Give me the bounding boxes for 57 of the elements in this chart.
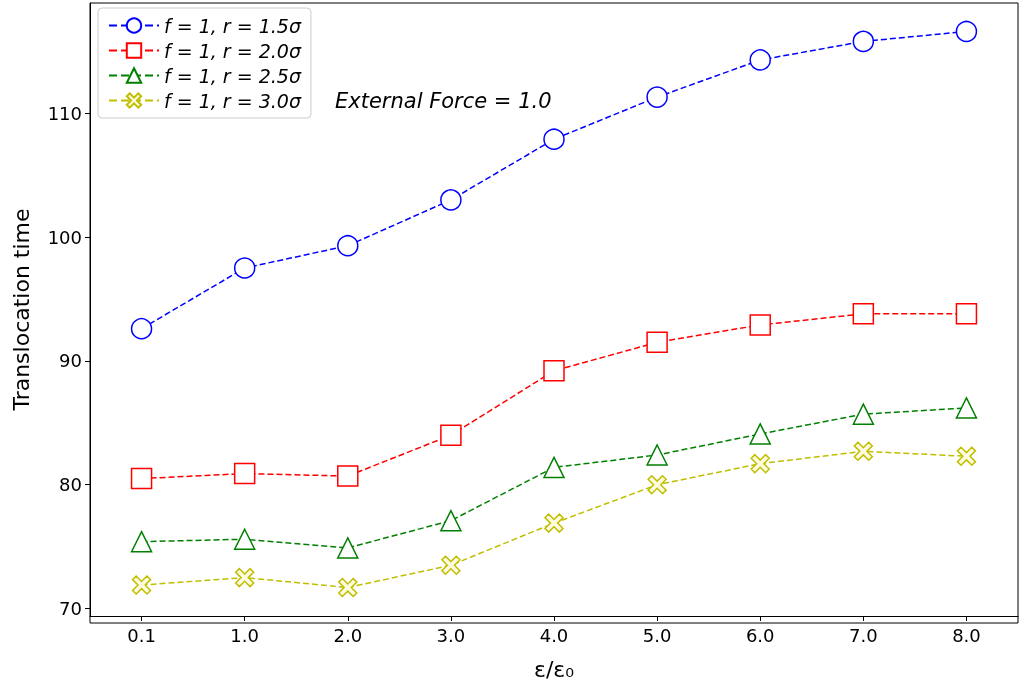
point [233,257,256,279]
point [750,453,770,474]
point [130,467,153,490]
point [955,397,978,419]
point [749,49,771,71]
point [440,509,462,532]
x-tick-label: 2.0 [333,624,363,646]
y-tick-label: 100 [47,226,82,248]
x-tick-label: 3.0 [436,624,466,646]
point [337,465,359,487]
x-tick-label: 6.0 [745,624,775,646]
point [543,128,565,150]
legend-label: f = 1, r = 3.0σ [164,89,302,112]
point [544,513,564,533]
x-axis-title: ε/ε₀ [533,656,575,682]
y-tick-label: 90 [59,350,82,372]
point [852,30,875,53]
point [852,403,875,425]
point [749,314,771,336]
point [543,456,565,479]
point [233,528,256,550]
y-axis-title: Translocation time [8,208,34,412]
x-tick-label: 0.1 [127,624,156,646]
point [646,444,668,466]
x-tick-label: 7.0 [849,624,878,646]
point [130,317,153,340]
point [646,331,668,354]
annotation: External Force = 1.0 [335,88,552,113]
y-tick-label: 110 [47,102,82,124]
point [646,86,668,108]
x-tick-label: 5.0 [642,624,672,646]
point [234,567,255,588]
point [337,234,359,257]
point [440,424,462,446]
point [338,577,358,598]
point [647,474,667,495]
point [233,462,256,485]
legend-label: f = 1, r = 2.0σ [164,39,302,62]
legend-label: f = 1, r = 1.5σ [164,14,302,37]
x-tick-label: 8.0 [952,624,981,646]
x-tick-label: 1.0 [230,624,259,646]
point [130,530,153,553]
y-tick-label: 70 [59,598,82,620]
y-tick-label: 80 [59,474,82,496]
point [955,303,978,325]
point [131,575,152,595]
point [955,20,978,43]
point [337,537,359,559]
point [956,446,977,466]
x-tick-label: 4.0 [539,624,569,646]
point [440,189,462,211]
point [749,423,771,445]
point [441,555,461,575]
point [853,441,874,462]
legend-label: f = 1, r = 2.5σ [164,64,302,87]
point [543,360,565,382]
point [852,303,875,325]
